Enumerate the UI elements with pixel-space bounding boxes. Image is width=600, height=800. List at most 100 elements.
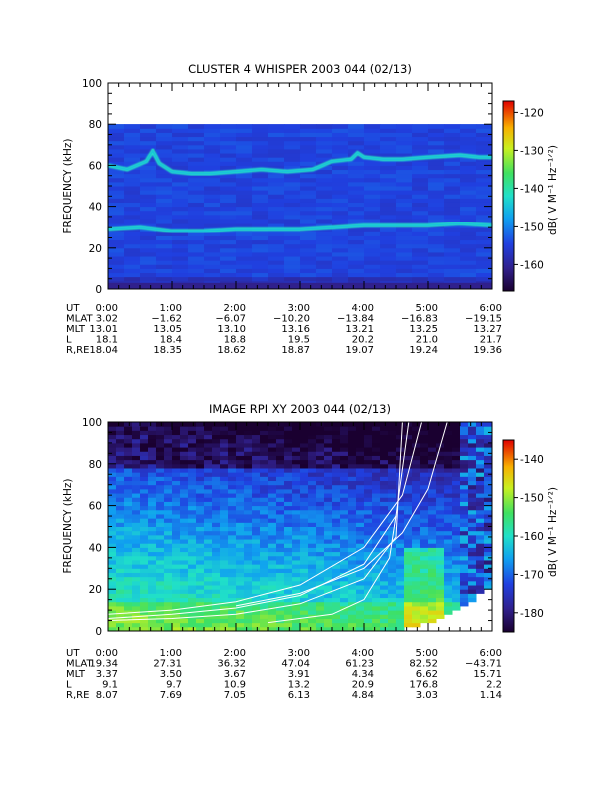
spectrogram-cell <box>348 161 365 166</box>
spectrogram-cell <box>348 451 357 456</box>
spectrogram-cell <box>236 434 245 440</box>
spectrogram-cell <box>180 618 189 624</box>
spectrogram-cell <box>180 426 189 431</box>
spectrogram-cell <box>148 572 157 578</box>
spectrogram-cell <box>444 260 461 265</box>
spectrogram-cell <box>188 459 197 465</box>
spectrogram-cell <box>132 576 141 582</box>
spectrogram-cell <box>324 568 333 573</box>
spectrogram-cell <box>332 493 341 498</box>
spectrogram-cell <box>412 268 429 274</box>
spectrogram-cell <box>108 438 117 444</box>
spectrogram-cell <box>308 488 317 494</box>
spectrogram-cell <box>244 551 253 557</box>
spectrogram-cell <box>212 618 221 624</box>
spectrogram-cell <box>356 601 365 607</box>
spectrogram-cell <box>244 434 253 440</box>
spectrogram-cell <box>428 264 445 269</box>
spectrogram-cell <box>252 522 261 527</box>
spectrogram-cell <box>380 522 389 527</box>
spectrogram-cell <box>108 605 117 611</box>
spectrogram-cell <box>444 597 453 603</box>
spectrogram-cell <box>380 256 397 261</box>
spectrogram-cell <box>364 169 381 175</box>
spectrogram-cell <box>412 194 429 199</box>
spectrogram-cell <box>268 190 285 195</box>
spectrogram-cell <box>268 480 277 486</box>
spectrogram-cell <box>284 568 293 573</box>
spectrogram-cell <box>220 438 229 444</box>
spectrogram-cell <box>140 509 149 515</box>
spectrogram-cell <box>396 426 405 431</box>
spectrogram-cell <box>396 260 413 265</box>
spectrogram-cell <box>164 513 173 519</box>
spectrogram-cell <box>148 434 157 440</box>
spectrogram-cell <box>324 438 333 444</box>
spectrogram-cell <box>228 472 237 477</box>
spectrogram-cell <box>308 501 317 507</box>
spectrogram-cell <box>356 488 365 494</box>
spectrogram-cell <box>172 622 181 628</box>
spectrogram-cell <box>292 589 301 594</box>
spectrogram-cell <box>300 601 309 607</box>
spectrogram-cell <box>372 459 381 465</box>
spectrogram-cell <box>180 543 189 548</box>
spectrogram-cell <box>124 153 141 158</box>
spectrogram-cell <box>220 218 237 224</box>
spectrogram-cell <box>236 480 245 486</box>
spectrogram-cell <box>420 614 429 619</box>
spectrogram-cell <box>396 442 405 448</box>
spectrogram-cell <box>460 447 469 452</box>
spectrogram-cell <box>188 214 205 220</box>
spectrogram-cell <box>244 614 253 619</box>
spectrogram-cell <box>268 177 285 183</box>
spectrogram-cell <box>268 210 285 216</box>
spectrogram-cell <box>252 614 261 619</box>
spectrogram-cell <box>364 243 381 249</box>
spectrogram-cell <box>380 132 397 138</box>
spectrogram-cell <box>140 543 149 548</box>
spectrogram-cell <box>428 526 437 532</box>
spectrogram-cell <box>348 148 365 154</box>
spectrogram-cell <box>164 484 173 490</box>
spectrogram-cell <box>364 202 381 208</box>
spectrogram-cell <box>116 438 125 444</box>
spectrogram-cell <box>372 484 381 490</box>
spectrogram-cell <box>348 194 365 199</box>
spectrogram-cell <box>156 551 165 557</box>
spectrogram-cell <box>364 522 373 527</box>
spectrogram-cell <box>444 467 453 473</box>
spectrogram-cell <box>284 493 293 498</box>
spectrogram-cell <box>124 256 141 261</box>
spectrogram-cell <box>372 442 381 448</box>
spectrogram-cell <box>388 472 397 477</box>
table-cell: 18.1 <box>96 335 118 346</box>
spectrogram-cell <box>348 476 357 482</box>
spectrogram-cell <box>180 530 189 536</box>
spectrogram-cell <box>428 231 445 236</box>
spectrogram-cell <box>460 239 477 245</box>
spectrogram-cell <box>340 451 349 456</box>
spectrogram-cell <box>228 589 237 594</box>
spectrogram-cell <box>452 505 461 511</box>
spectrogram-cell <box>204 564 213 569</box>
spectrogram-cell <box>148 522 157 527</box>
spectrogram-cell <box>188 559 197 565</box>
spectrogram-cell <box>268 518 277 523</box>
spectrogram-cell <box>116 580 125 586</box>
spectrogram-cell <box>460 198 477 203</box>
spectrogram-cell <box>348 214 365 220</box>
spectrogram-cell <box>196 530 205 536</box>
spectrogram-cell <box>396 585 405 590</box>
spectrogram-cell <box>412 251 429 257</box>
spectrogram-cell <box>372 509 381 515</box>
spectrogram-cell <box>420 509 429 515</box>
spectrogram-cell <box>380 476 389 482</box>
spectrogram-cell <box>460 177 477 183</box>
spectrogram-cell <box>420 572 429 578</box>
spectrogram-cell <box>428 210 445 216</box>
spectrogram-cell <box>236 455 245 461</box>
spectrogram-cell <box>140 585 149 590</box>
spectrogram-cell <box>364 518 373 523</box>
spectrogram-cell <box>412 564 421 569</box>
